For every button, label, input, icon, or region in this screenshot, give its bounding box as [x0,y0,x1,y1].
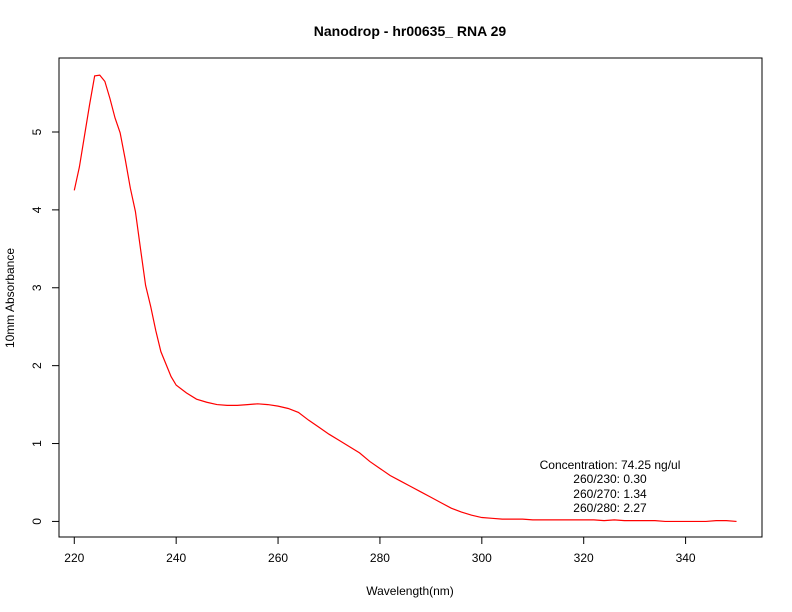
ratio-260-270-text: 260/270: 1.34 [573,487,647,501]
y-tick-label: 5 [30,128,44,135]
y-tick-label: 3 [30,284,44,291]
x-tick-label: 280 [370,551,390,565]
ratio-260-230-text: 260/230: 0.30 [573,472,647,486]
y-tick-label: 0 [30,518,44,525]
y-tick-label: 1 [30,440,44,447]
x-tick-label: 320 [574,551,594,565]
x-tick-label: 260 [268,551,288,565]
y-axis-label: 10mm Absorbance [3,248,17,348]
ratio-260-280-text: 260/280: 2.27 [573,501,647,515]
y-axis: 0 1 2 3 4 5 [30,128,59,525]
y-tick-label: 4 [30,206,44,213]
concentration-text: Concentration: 74.25 ng/ul [540,458,681,472]
x-axis: 220 240 260 280 300 320 340 [64,537,696,565]
x-tick-label: 240 [166,551,186,565]
x-tick-label: 300 [472,551,492,565]
y-tick-label: 2 [30,362,44,369]
stats-annotation: Concentration: 74.25 ng/ul 260/230: 0.30… [540,458,681,515]
chart-title: Nanodrop - hr00635_ RNA 29 [314,23,507,39]
x-tick-label: 340 [676,551,696,565]
x-tick-label: 220 [64,551,84,565]
absorbance-curve [73,74,737,523]
x-axis-label: Wavelength(nm) [366,584,454,598]
plot-frame [58,57,763,538]
